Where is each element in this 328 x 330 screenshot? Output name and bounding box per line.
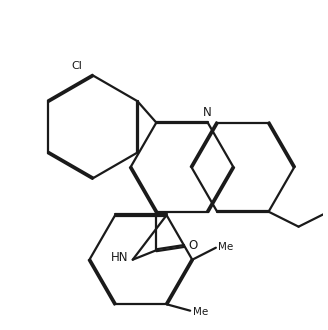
- Text: HN: HN: [111, 251, 129, 264]
- Text: O: O: [188, 239, 198, 251]
- Text: Me: Me: [218, 242, 234, 252]
- Text: Cl: Cl: [71, 61, 82, 71]
- Text: Me: Me: [193, 307, 208, 316]
- Text: N: N: [203, 106, 212, 119]
